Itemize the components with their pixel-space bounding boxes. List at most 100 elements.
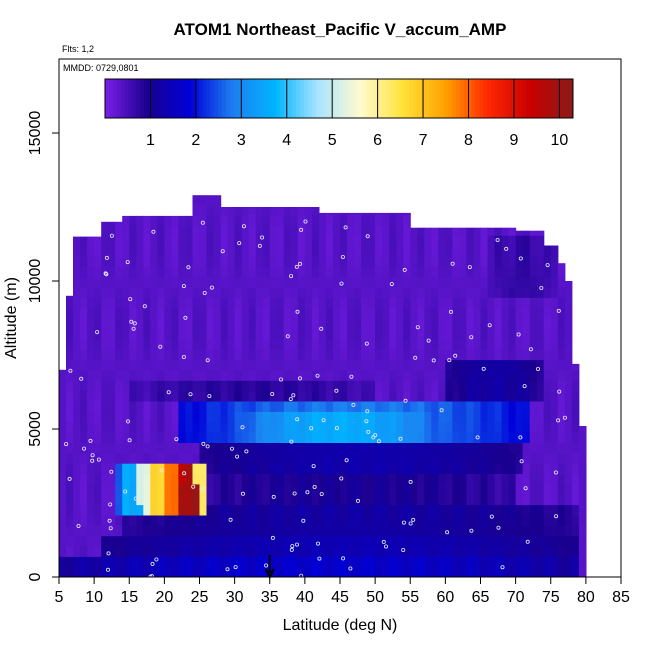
heat-cell	[354, 421, 362, 433]
heat-cell	[403, 400, 411, 412]
heat-cell	[220, 514, 229, 526]
heat-cell	[213, 494, 222, 506]
heat-cell	[389, 214, 397, 226]
heat-cell	[368, 411, 376, 423]
heat-cell	[508, 556, 517, 568]
heat-cell	[164, 525, 172, 537]
heat-cell	[185, 545, 193, 557]
heat-cell	[536, 483, 545, 495]
colorbar-swatch	[389, 79, 395, 118]
heat-cell	[255, 307, 264, 319]
heat-cell	[529, 421, 538, 433]
heat-cell	[129, 442, 137, 454]
heat-cell	[157, 369, 165, 381]
heat-cell	[297, 276, 306, 288]
heat-cell	[473, 235, 482, 247]
heat-cell	[276, 442, 285, 454]
heat-cell	[452, 276, 460, 288]
heat-cell	[368, 214, 376, 226]
heat-cell	[213, 204, 222, 215]
heat-cell	[213, 411, 222, 423]
heat-cell	[375, 556, 383, 568]
heat-cell	[241, 207, 250, 215]
heat-cell	[164, 276, 172, 288]
heat-cell	[536, 411, 545, 423]
heat-cell	[101, 245, 109, 257]
colorbar-swatch	[202, 79, 207, 118]
heat-cell	[150, 452, 158, 464]
heat-cell	[255, 207, 264, 215]
heat-cell	[543, 442, 552, 454]
heat-cell	[389, 566, 397, 577]
heat-cell	[340, 463, 348, 474]
heat-cell	[262, 307, 271, 319]
sample-point	[448, 309, 453, 314]
heat-cell	[101, 380, 109, 392]
heat-cell	[143, 566, 151, 577]
heat-cell	[136, 452, 144, 464]
sample-point	[228, 517, 233, 522]
heat-cell	[318, 359, 327, 371]
heat-cell	[311, 338, 320, 350]
sample-point	[411, 517, 416, 522]
heat-cell	[234, 266, 243, 278]
heat-cell	[94, 473, 102, 485]
heat-cell	[199, 432, 208, 443]
heat-cell	[80, 297, 88, 309]
heat-cell	[508, 432, 517, 443]
heat-cell	[487, 328, 496, 340]
heat-cell	[368, 525, 376, 537]
heat-cell	[347, 328, 355, 340]
heat-cell	[59, 504, 67, 516]
heat-cell	[213, 545, 222, 557]
heat-cell	[543, 359, 552, 371]
heat-cell	[73, 483, 81, 495]
colorbar-swatch	[409, 79, 414, 118]
heat-cell	[164, 452, 172, 464]
heat-cell	[80, 255, 88, 267]
heat-cell	[508, 535, 517, 547]
heat-cell	[487, 380, 496, 392]
heat-cell	[101, 390, 109, 402]
heat-cell	[297, 556, 306, 568]
heat-cell	[529, 514, 538, 526]
heat-cell	[206, 297, 215, 309]
heat-cell	[192, 245, 201, 257]
heat-cell	[199, 514, 208, 526]
x-tick-label: 85	[612, 589, 630, 606]
heat-cell	[227, 400, 236, 412]
heat-cell	[59, 494, 67, 506]
heat-cell	[255, 514, 264, 526]
heat-cell	[241, 432, 250, 443]
heat-cell	[136, 266, 144, 278]
heat-cell	[164, 245, 172, 257]
sample-point	[209, 285, 214, 290]
heat-cell	[192, 204, 201, 215]
heat-cell	[178, 245, 186, 257]
heat-cell	[241, 255, 250, 267]
heat-cell	[73, 255, 81, 267]
heat-cell	[276, 235, 285, 247]
heat-cell	[157, 380, 165, 392]
heat-cell	[108, 245, 116, 257]
heat-cell	[227, 442, 236, 454]
heat-cell	[452, 421, 460, 433]
heat-cell	[185, 442, 193, 454]
heat-cell	[424, 318, 432, 329]
heat-cell	[431, 286, 439, 298]
heat-cell	[311, 349, 320, 361]
heat-cell	[480, 473, 489, 485]
heat-cell	[248, 207, 257, 215]
heat-cell	[115, 276, 123, 288]
heat-cell	[213, 504, 222, 516]
heat-cell	[473, 442, 482, 454]
heat-cell	[192, 442, 201, 454]
heat-cell	[438, 535, 446, 547]
heat-cell	[494, 483, 503, 495]
heat-cell	[375, 212, 383, 215]
sample-point	[108, 502, 113, 507]
heat-cell	[459, 494, 467, 506]
heat-cell	[515, 442, 524, 454]
sample-point	[200, 220, 205, 225]
heat-cell	[403, 504, 411, 516]
